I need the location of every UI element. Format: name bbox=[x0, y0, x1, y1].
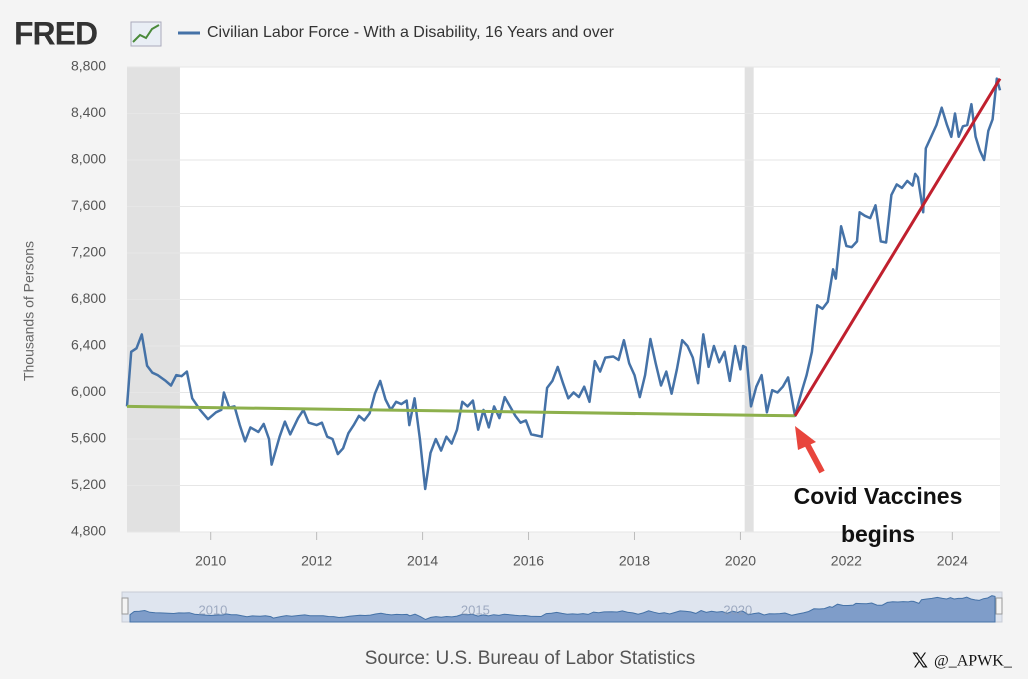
x-tick-label: 2012 bbox=[301, 553, 332, 569]
x-tick-label: 2014 bbox=[407, 553, 438, 569]
navigator-area bbox=[129, 595, 996, 623]
legend-label: Civilian Labor Force - With a Disability… bbox=[207, 24, 615, 41]
y-tick-label: 7,200 bbox=[71, 244, 106, 260]
y-tick-label: 6,800 bbox=[71, 290, 106, 306]
logo: FRED bbox=[14, 15, 97, 51]
x-logo: 𝕏 bbox=[912, 650, 928, 672]
navigator-handle[interactable] bbox=[121, 597, 129, 615]
y-tick-label: 7,600 bbox=[71, 197, 106, 213]
annotation-text: Covid Vaccines bbox=[794, 483, 963, 509]
y-tick-label: 8,400 bbox=[71, 104, 106, 120]
navigator-handle[interactable] bbox=[995, 597, 1003, 615]
navigator-tick-label: 2020 bbox=[723, 602, 752, 617]
y-axis-title: Thousands of Persons bbox=[21, 241, 37, 381]
source: Source: U.S. Bureau of Labor Statistics bbox=[365, 648, 696, 669]
logo-icon bbox=[130, 21, 162, 47]
y-tick-label: 8,800 bbox=[71, 58, 106, 74]
y-tick-label: 6,400 bbox=[71, 337, 106, 353]
y-tick-label: 5,600 bbox=[71, 430, 106, 446]
y-tick-label: 8,000 bbox=[71, 151, 106, 167]
watermark: @_APWK_ bbox=[934, 653, 1013, 670]
annotation-arrow-head bbox=[795, 426, 816, 450]
navigator-tick-label: 2010 bbox=[198, 602, 227, 617]
trend-line bbox=[793, 77, 1002, 417]
y-tick-label: 4,800 bbox=[71, 523, 106, 539]
trend-line bbox=[126, 404, 796, 418]
annotation-text: begins bbox=[841, 521, 915, 547]
x-tick-label: 2020 bbox=[725, 553, 756, 569]
y-tick-label: 6,000 bbox=[71, 383, 106, 399]
x-tick-label: 2024 bbox=[937, 553, 968, 569]
x-tick-label: 2018 bbox=[619, 553, 650, 569]
y-tick-label: 5,200 bbox=[71, 476, 106, 492]
data-line bbox=[125, 77, 1002, 491]
annotation-arrow-shaft bbox=[803, 440, 825, 474]
navigator-tick-label: 2015 bbox=[461, 602, 490, 617]
x-tick-label: 2016 bbox=[513, 553, 544, 569]
x-tick-label: 2010 bbox=[195, 553, 226, 569]
x-tick-label: 2022 bbox=[831, 553, 862, 569]
